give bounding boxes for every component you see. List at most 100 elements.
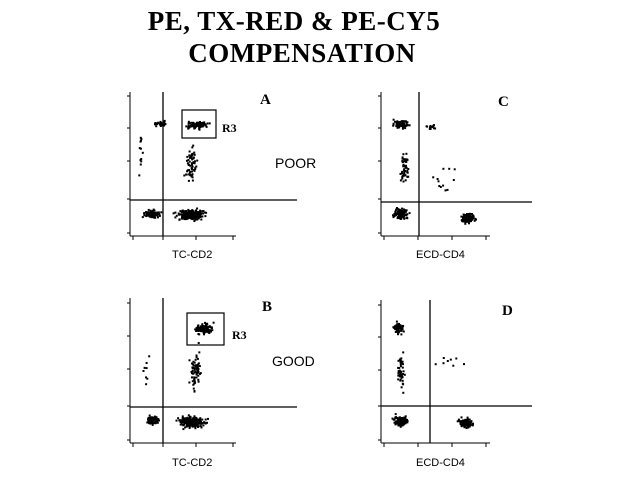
event-dot [405, 216, 408, 219]
event-dot [201, 422, 204, 424]
event-dot [200, 426, 203, 429]
event-dot [190, 420, 192, 423]
event-dot [208, 325, 211, 328]
event-dot [393, 213, 396, 215]
panel-c: C ECD-CD4 [378, 92, 532, 261]
event-dot [402, 169, 405, 172]
event-dot [191, 215, 194, 218]
event-dot [210, 329, 212, 332]
event-dot [202, 124, 205, 127]
event-dot [199, 123, 202, 126]
event-dot [403, 214, 405, 217]
event-dot [191, 146, 194, 149]
event-dot [204, 418, 207, 421]
event-dot [472, 423, 474, 426]
event-dot [192, 383, 195, 386]
event-dot [402, 370, 405, 373]
event-dot [206, 330, 209, 333]
event-dot [153, 212, 156, 215]
event-dot [207, 325, 210, 328]
event-dot [150, 420, 152, 423]
event-dot [394, 331, 397, 333]
event-dot [402, 391, 405, 394]
event-dot [191, 423, 194, 426]
event-dot [184, 419, 187, 421]
event-dot [469, 214, 472, 217]
event-dot [186, 155, 189, 158]
event-dot [394, 422, 397, 425]
event-dot [188, 417, 191, 420]
event-dot [405, 158, 408, 161]
event-dot [186, 217, 189, 220]
event-dot [200, 330, 203, 333]
event-dot [401, 366, 404, 369]
event-dot [404, 422, 407, 425]
event-dot [466, 213, 468, 215]
event-dot [192, 425, 195, 428]
event-dot [407, 168, 410, 170]
event-dot [399, 324, 402, 327]
event-dot [143, 212, 146, 215]
event-dot [401, 157, 404, 160]
event-dot [473, 219, 476, 222]
event-dot [156, 211, 159, 214]
event-dot [399, 419, 402, 422]
event-dot [395, 123, 398, 126]
event-dot [437, 180, 440, 183]
event-dot [468, 421, 470, 424]
event-dot [139, 147, 142, 150]
event-dot [405, 164, 407, 167]
event-dot [406, 175, 409, 178]
event-dot [181, 215, 184, 218]
event-dot [187, 419, 190, 422]
y-axis [378, 92, 382, 236]
x-axis [130, 235, 236, 240]
event-dot [178, 213, 181, 216]
event-dot [404, 209, 407, 212]
event-dot [197, 342, 200, 344]
event-dot [399, 365, 402, 368]
event-dot [467, 216, 470, 219]
event-dot [197, 122, 200, 125]
event-dot [200, 420, 202, 423]
event-dot [399, 172, 402, 175]
event-dot [191, 209, 194, 212]
event-dot [153, 209, 156, 212]
event-dot [398, 423, 401, 426]
event-dot [186, 212, 189, 215]
event-dot [156, 419, 159, 422]
event-dot [403, 421, 405, 424]
event-dot [401, 177, 404, 180]
event-dot [452, 364, 455, 367]
event-dot [188, 415, 191, 418]
event-dot [468, 423, 471, 426]
event-dot [191, 176, 194, 179]
event-dot [194, 425, 197, 428]
event-dot [393, 325, 396, 328]
event-dot [183, 422, 186, 425]
event-dot [398, 214, 401, 217]
event-dot [192, 372, 195, 375]
event-dot [187, 122, 190, 125]
event-dot [185, 125, 188, 128]
event-dot [192, 360, 195, 363]
event-dot [400, 124, 403, 127]
event-dot [466, 421, 469, 424]
event-dot [178, 419, 181, 422]
x-axis [130, 442, 236, 447]
event-dot [187, 414, 190, 417]
event-dot [204, 321, 206, 324]
event-dot [452, 179, 455, 181]
event-dot [185, 417, 188, 420]
event-dot [187, 211, 190, 214]
event-dot [202, 330, 205, 333]
event-dot [195, 421, 198, 424]
event-dot [193, 415, 196, 418]
event-dot [193, 212, 196, 214]
event-dot [397, 359, 400, 362]
event-dot [184, 421, 187, 424]
event-dot [403, 171, 406, 174]
event-dot [429, 126, 431, 129]
event-dot [188, 359, 191, 362]
event-dot [470, 220, 472, 223]
